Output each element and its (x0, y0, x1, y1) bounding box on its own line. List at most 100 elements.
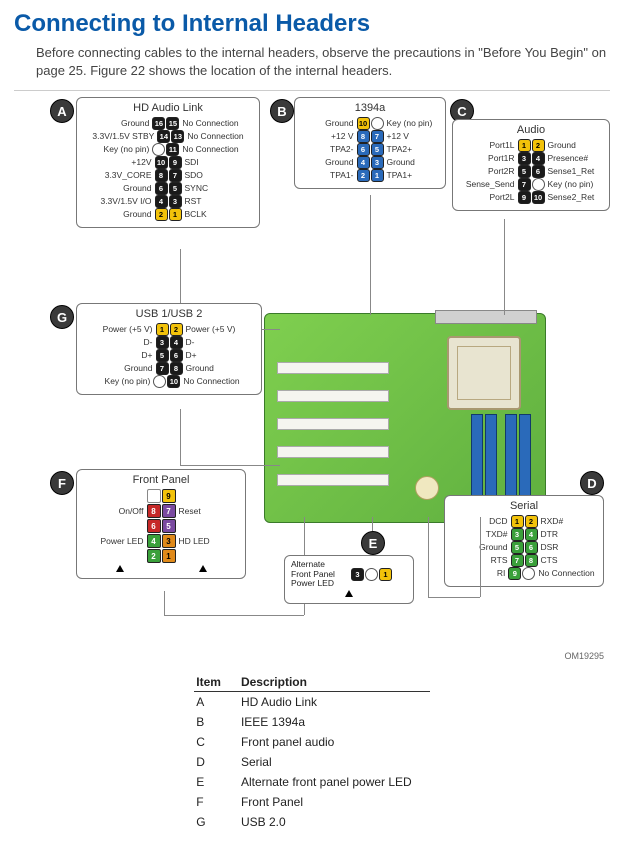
pin-label-left: Power LED (92, 537, 147, 546)
pin-label-right: SYNC (182, 184, 237, 193)
header-b-1394a: 1394a Ground10Key (no pin)+12 V87+12 VTP… (294, 97, 446, 189)
pin: 7 (156, 362, 169, 375)
pin: 5 (162, 519, 176, 533)
pin-label-left: +12V (100, 158, 155, 167)
pin-label-right: D- (183, 338, 238, 347)
pin-row: Ground1615No Connection (83, 117, 253, 130)
pin-label-right: CTS (538, 556, 593, 565)
pin-label-right: BCLK (182, 210, 237, 219)
pin: 1 (169, 208, 182, 221)
legend-desc: IEEE 1394a (239, 712, 430, 732)
pin-label-left: 3.3V/1.5V I/O (100, 197, 155, 206)
pin-row: Ground65SYNC (83, 182, 253, 195)
legend-desc: Alternate front panel power LED (239, 772, 430, 792)
legend-desc: USB 2.0 (239, 812, 430, 832)
header-c-audio: Audio Port1L12GroundPort1R34Presence#Por… (452, 119, 610, 211)
page-title: Connecting to Internal Headers (14, 10, 610, 38)
table-row: FFront Panel (194, 792, 429, 812)
pin-label-left: D- (101, 338, 156, 347)
pin-label-right: Key (no pin) (545, 180, 600, 189)
pin-row: Port1R34Presence# (459, 152, 603, 165)
pin: 3 (351, 568, 364, 581)
legend-desc: Front panel audio (239, 732, 430, 752)
pin-row: Ground56DSR (451, 541, 597, 554)
callout-badge-f: F (50, 471, 74, 495)
pin-row: TXD#34DTR (451, 528, 597, 541)
pin-label-left: Key (no pin) (98, 377, 153, 386)
pin: 7 (371, 130, 384, 143)
pin-label-left: Port1R (463, 154, 518, 163)
pin-row: RTS78CTS (451, 554, 597, 567)
pin-row: Power (+5 V)12Power (+5 V) (83, 323, 255, 336)
pin-label-right: Sense2_Ret (545, 193, 600, 202)
pin-label-left: Ground (100, 184, 155, 193)
pin-label-right: Key (no pin) (384, 119, 439, 128)
pin: 3 (511, 528, 524, 541)
legend-desc: Serial (239, 752, 430, 772)
legend-desc: Front Panel (239, 792, 430, 812)
pin: 9 (508, 567, 521, 580)
pin-label-right: No Connection (184, 132, 243, 141)
header-f-title: Front Panel (83, 474, 239, 486)
pin-key (371, 117, 384, 130)
arrow-icon (199, 565, 207, 572)
pin-row: 3.3V/1.5V STBY1413No Connection (83, 130, 253, 143)
pin: 4 (525, 528, 538, 541)
legend-head-item: Item (194, 673, 239, 692)
header-f-front-panel: Front Panel 9On/Off87Reset65Power LED43H… (76, 469, 246, 579)
pin-label-left: Sense_Send (463, 180, 518, 189)
pin-label-right: TPA1+ (384, 171, 439, 180)
pin: 4 (357, 156, 370, 169)
header-e-alt-led: Alternate Front Panel Power LED 31 (284, 555, 414, 604)
pin: 9 (169, 156, 182, 169)
pin: 5 (156, 349, 169, 362)
pin: 1 (379, 568, 392, 581)
pin-row: 9 (83, 489, 239, 503)
pin: 14 (157, 130, 170, 143)
pin: 4 (170, 336, 183, 349)
pin-label-right: DTR (538, 530, 593, 539)
pci-slot (277, 446, 389, 458)
pin-label-right: Ground (384, 158, 439, 167)
pin: 9 (518, 191, 531, 204)
pin-label-right: Reset (176, 507, 231, 516)
pin: 5 (371, 143, 384, 156)
table-row: AHD Audio Link (194, 692, 429, 713)
pin: 8 (525, 554, 538, 567)
pin-key (365, 568, 378, 581)
pin-label-left: Key (no pin) (97, 145, 152, 154)
pin-label-left: On/Off (92, 507, 147, 516)
pin: 2 (525, 515, 538, 528)
intro-text: Before connecting cables to the internal… (36, 44, 610, 80)
pci-slot (277, 390, 389, 402)
pin: 7 (511, 554, 524, 567)
pin-label-right: Ground (545, 141, 600, 150)
arrow-icon (116, 565, 124, 572)
pin: 10 (155, 156, 168, 169)
pin-label-right: Presence# (545, 154, 600, 163)
legend-item: B (194, 712, 239, 732)
pin: 3 (156, 336, 169, 349)
pin-label-left: Port2R (463, 167, 518, 176)
header-b-title: 1394a (301, 102, 439, 114)
pin: 10 (167, 375, 180, 388)
pin: 7 (518, 178, 531, 191)
legend-item: G (194, 812, 239, 832)
dimm-slot (505, 414, 517, 506)
legend-item: F (194, 792, 239, 812)
pin-label-right: Sense1_Ret (545, 167, 600, 176)
pin: 4 (532, 152, 545, 165)
pin-row: 21 (83, 549, 239, 563)
callout-badge-b: B (270, 99, 294, 123)
pin: 1 (162, 549, 176, 563)
legend-table: Item Description AHD Audio LinkBIEEE 139… (194, 673, 429, 832)
dimm-slot (519, 414, 531, 506)
pin-row: Key (no pin)11No Connection (83, 143, 253, 156)
pin: 8 (155, 169, 168, 182)
pin-label-right: HD LED (176, 537, 231, 546)
pin: 10 (532, 191, 545, 204)
legend-item: A (194, 692, 239, 713)
pin: 2 (147, 549, 161, 563)
pin-label-right: RXD# (538, 517, 593, 526)
pin-label-left: Port2L (463, 193, 518, 202)
